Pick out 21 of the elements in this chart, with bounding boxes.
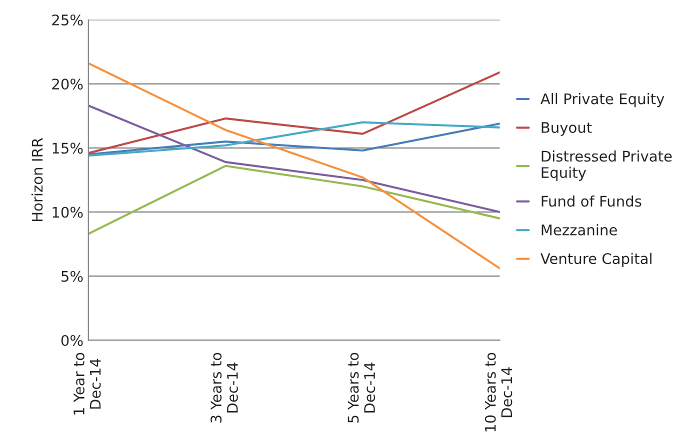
legend-label: Venture Capital <box>540 252 652 267</box>
line-series <box>88 71 500 154</box>
line-series <box>88 104 500 214</box>
x-tick-label: 5 Years to Dec-14 <box>348 352 376 423</box>
legend-label: Distressed Private Equity <box>542 150 672 181</box>
y-axis-title: Horizon IRR <box>31 138 43 222</box>
y-tick-label: 25% <box>52 14 83 26</box>
y-tick-label: 5% <box>62 270 83 282</box>
x-tick-label: 1 Year to Dec-14 <box>74 352 101 414</box>
line-series <box>88 62 500 270</box>
legend-label: Fund of Funds <box>542 195 642 207</box>
x-tick-label: 10 Years to Dec-14 <box>484 352 512 432</box>
y-tick-label: 0% <box>61 334 83 346</box>
y-tick-label: 10% <box>52 206 83 218</box>
y-tick-label: 15% <box>52 142 83 154</box>
y-tick-label: 20% <box>52 78 83 90</box>
legend-label: Mezzanine <box>542 224 617 236</box>
line-series <box>88 164 500 235</box>
legend-label: Buyout <box>542 122 592 136</box>
legend-label: All Private Equity <box>540 93 664 108</box>
x-tick-label: 3 Years to Dec-14 <box>210 352 238 423</box>
